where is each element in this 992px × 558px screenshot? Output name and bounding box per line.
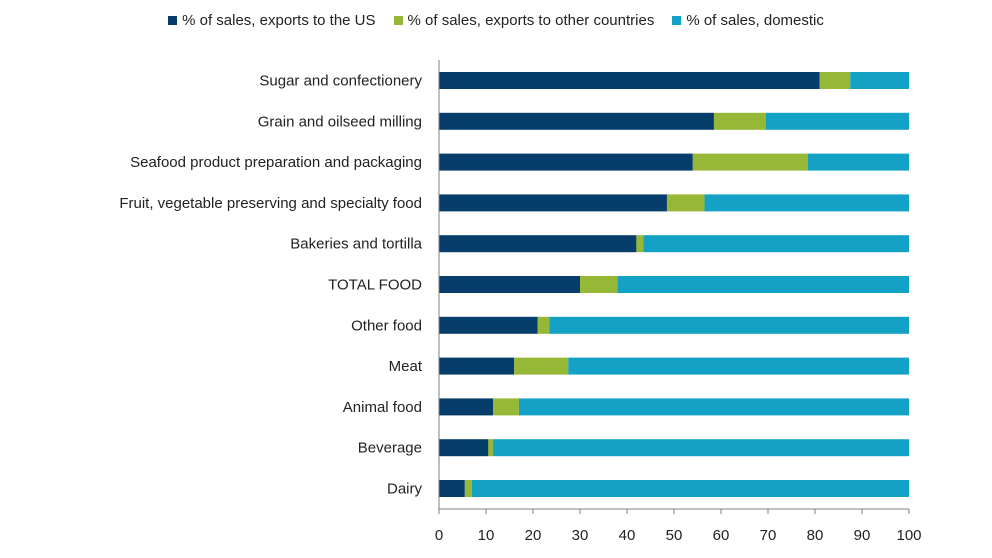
bar-segment: [439, 276, 580, 293]
legend-swatch: [168, 16, 178, 25]
bar-segment: [850, 72, 909, 89]
bar-segment: [439, 480, 465, 497]
bar-segment: [713, 112, 766, 130]
bar-segment: [493, 398, 519, 416]
legend-item: % of sales, exports to other countries: [393, 12, 655, 29]
bar-segment: [439, 398, 494, 416]
category-label: Beverage: [358, 440, 422, 457]
category-label: Meat: [389, 358, 423, 375]
bar-segment: [471, 480, 909, 497]
bar-segment: [464, 480, 472, 497]
bar-segment: [518, 398, 909, 416]
x-tick-label: 40: [619, 527, 636, 544]
bar-segment: [439, 439, 489, 457]
bar-segment: [807, 153, 909, 171]
bar-segment: [692, 153, 808, 171]
x-tick-label: 80: [807, 527, 824, 544]
bar-segment: [666, 194, 705, 212]
category-label: TOTAL FOOD: [328, 277, 422, 294]
bar-segment: [439, 357, 515, 375]
bar-segment: [439, 72, 820, 89]
bar-segment: [439, 235, 637, 253]
legend-label: % of sales, exports to the US: [182, 12, 376, 29]
category-label: Sugar and confectionery: [259, 73, 422, 90]
x-tick-label: 100: [896, 527, 921, 544]
bar-segment: [765, 112, 909, 130]
bar-segment: [580, 276, 618, 293]
category-label: Grain and oilseed milling: [258, 113, 422, 130]
legend-label: % of sales, domestic: [686, 12, 824, 29]
bar-segment: [549, 316, 909, 334]
bar-segment: [439, 316, 538, 334]
bar-segment: [493, 439, 909, 457]
bar-segment: [568, 357, 909, 375]
x-tick-label: 10: [478, 527, 495, 544]
bar-segment: [488, 439, 494, 457]
category-label: Animal food: [343, 399, 422, 416]
bar-segment: [704, 194, 909, 212]
x-tick-label: 0: [435, 527, 443, 544]
x-tick-label: 30: [572, 527, 589, 544]
category-label: Fruit, vegetable preserving and specialt…: [119, 195, 422, 212]
x-tick-label: 70: [760, 527, 777, 544]
chart-legend: % of sales, exports to the US % of sales,…: [0, 12, 992, 29]
category-label: Other food: [351, 317, 422, 334]
category-label: Seafood product preparation and packagin…: [130, 154, 422, 171]
bar-segment: [439, 112, 714, 130]
bar-segment: [439, 153, 693, 171]
legend-label: % of sales, exports to other countries: [407, 12, 655, 29]
category-label: Dairy: [387, 481, 423, 498]
bar-segment: [643, 235, 909, 253]
bar-segment: [514, 357, 569, 375]
legend-item: % of sales, domestic: [672, 12, 824, 29]
legend-item: % of sales, exports to the US: [168, 12, 376, 29]
bar-segment: [617, 276, 909, 293]
legend-swatch: [672, 16, 682, 25]
x-tick-label: 50: [666, 527, 683, 544]
bar-segment: [439, 194, 667, 212]
x-tick-label: 90: [854, 527, 871, 544]
legend-swatch: [393, 16, 403, 25]
x-tick-label: 60: [713, 527, 730, 544]
bar-segment: [636, 235, 644, 253]
bar-segment: [819, 72, 851, 89]
category-label: Bakeries and tortilla: [290, 236, 422, 253]
x-tick-label: 20: [525, 527, 542, 544]
bar-segment: [537, 316, 550, 334]
